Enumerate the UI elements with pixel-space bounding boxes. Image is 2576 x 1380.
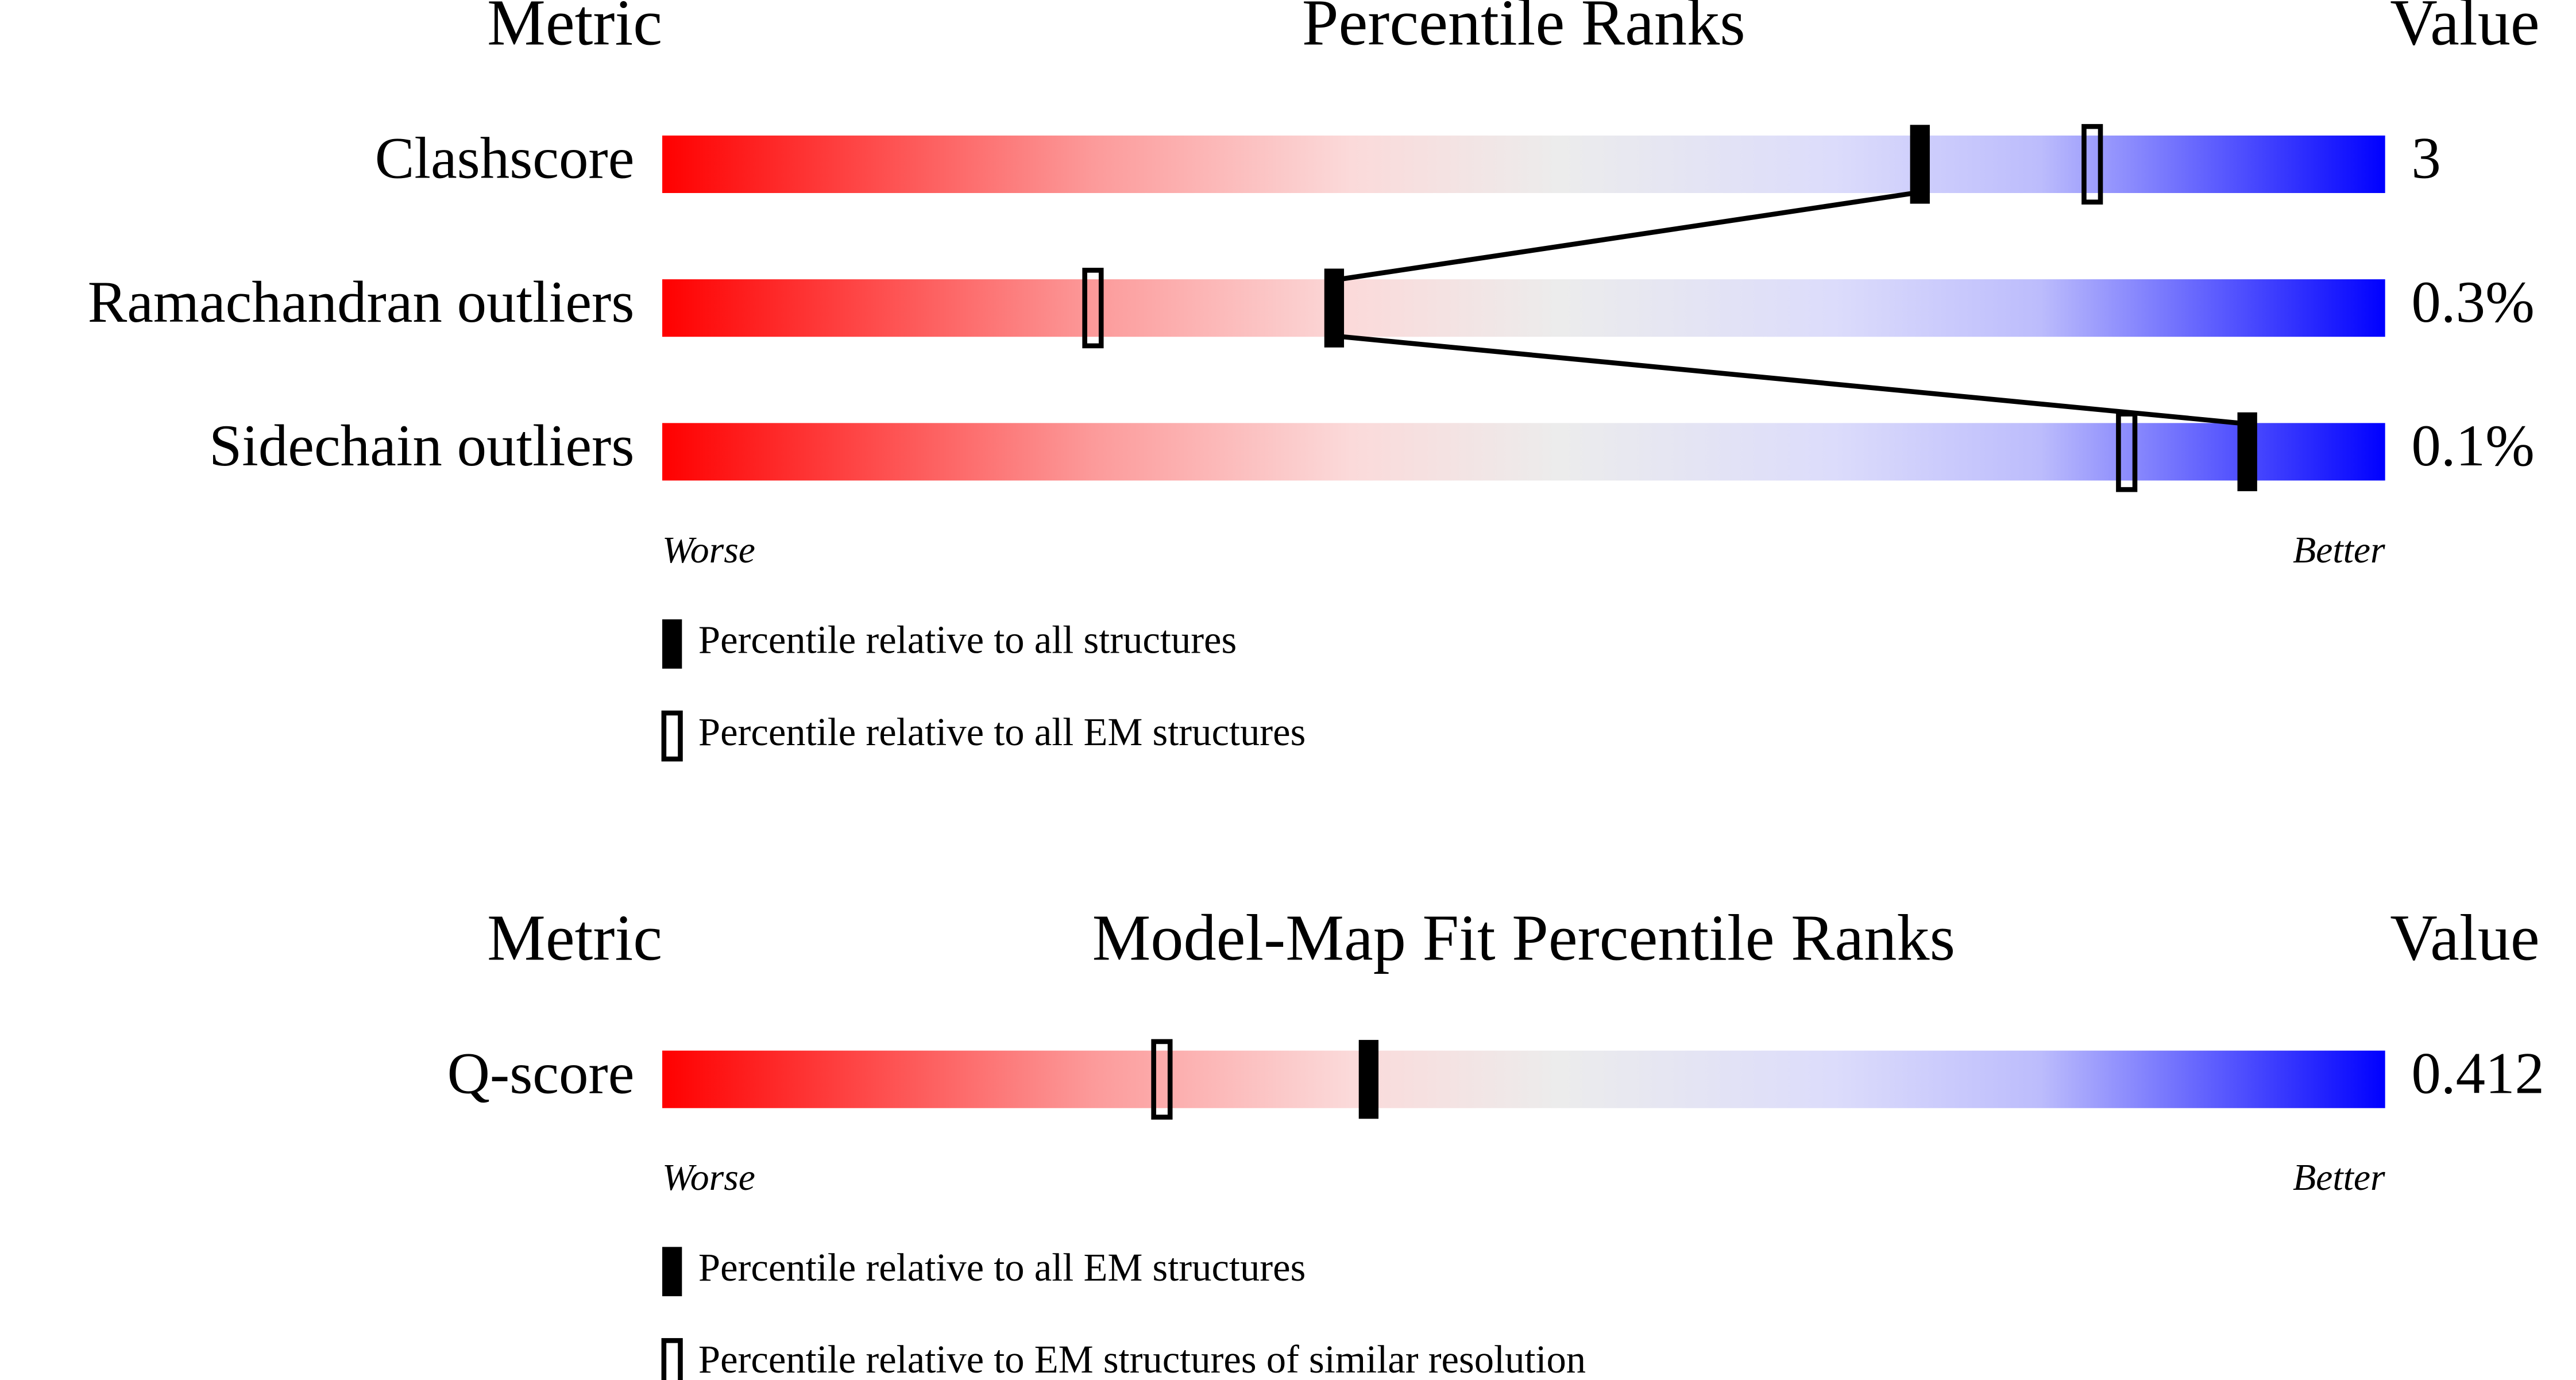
percentile-bar <box>662 423 2385 481</box>
header-title: Model-Map Fit Percentile Ranks <box>1092 901 1956 974</box>
legend-filled-label: Percentile relative to all structures <box>698 618 1237 662</box>
percentile-bar <box>662 135 2385 193</box>
filled-marker <box>2237 412 2257 491</box>
filled-marker <box>1358 1040 1379 1119</box>
filled-marker <box>1324 268 1345 348</box>
legend-open-swatch <box>661 1338 683 1380</box>
metric-name: Clashscore <box>375 126 635 191</box>
open-marker <box>1082 268 1104 349</box>
header-title: Percentile Ranks <box>1302 0 1745 59</box>
percentile-bar <box>662 279 2385 337</box>
metric-value: 0.1% <box>2411 413 2534 479</box>
worse-label: Worse <box>662 529 755 571</box>
legend-filled-label: Percentile relative to all EM structures <box>698 1246 1306 1289</box>
header-metric: Metric <box>487 0 662 59</box>
better-label: Better <box>2293 529 2385 571</box>
percentile-bar <box>662 1050 2385 1108</box>
metric-value: 0.3% <box>2411 269 2534 335</box>
connector <box>1334 190 1921 283</box>
metric-value: 0.412 <box>2411 1040 2544 1106</box>
open-marker <box>2116 411 2138 492</box>
legend-filled-swatch <box>662 619 682 669</box>
legend-open-swatch <box>661 710 683 762</box>
header-value: Value <box>2390 0 2539 59</box>
connector <box>1334 333 2248 427</box>
worse-label: Worse <box>662 1157 755 1198</box>
legend-filled-swatch <box>662 1247 682 1297</box>
legend-open-label: Percentile relative to EM structures of … <box>698 1337 1586 1380</box>
open-marker <box>2081 124 2103 205</box>
filled-marker <box>1910 125 1930 204</box>
header-value: Value <box>2390 901 2539 974</box>
open-marker <box>1151 1039 1173 1120</box>
header-metric: Metric <box>487 901 662 974</box>
better-label: Better <box>2293 1157 2385 1198</box>
legend-open-label: Percentile relative to all EM structures <box>698 710 1306 754</box>
metric-value: 3 <box>2411 126 2440 191</box>
metric-name: Q-score <box>447 1040 635 1106</box>
metric-name: Sidechain outliers <box>209 413 634 479</box>
metric-name: Ramachandran outliers <box>88 269 635 335</box>
